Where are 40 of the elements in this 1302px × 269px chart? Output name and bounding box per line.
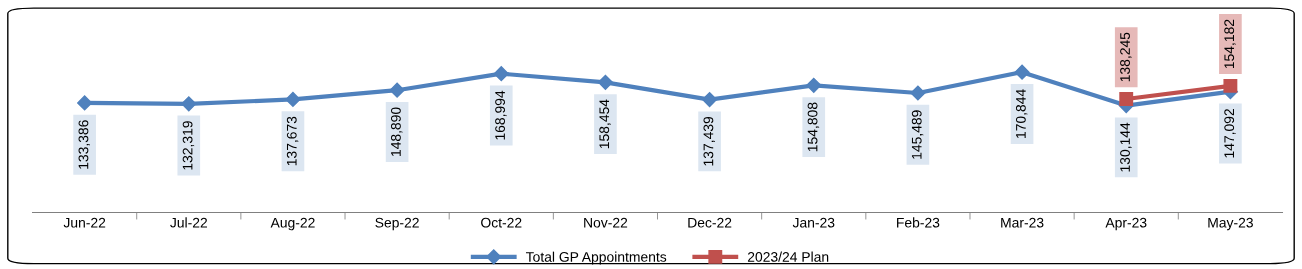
point — [285, 91, 301, 107]
x-tick-label: Apr-23 — [1105, 217, 1147, 231]
data-label: 145,489 — [911, 110, 924, 159]
x-tick-label: Sep-22 — [375, 217, 419, 231]
x-tick-label: Jan-23 — [792, 217, 835, 228]
data-label: 137,673 — [286, 116, 299, 166]
legend-label: Total GP Appointments — [525, 251, 667, 265]
data-label: 158,454 — [599, 99, 611, 149]
x-tick-label: Oct-22 — [481, 217, 522, 228]
data-label: 147,092 — [1224, 109, 1236, 158]
point — [1014, 64, 1030, 80]
point — [597, 74, 614, 90]
x-tick-label: Jul-22 — [170, 217, 208, 228]
point — [910, 85, 926, 101]
point — [1223, 78, 1238, 93]
data-label: 168,994 — [495, 90, 507, 140]
point — [77, 95, 93, 111]
x-tick-label: May-23 — [1208, 217, 1253, 231]
data-label: 137,439 — [703, 116, 715, 166]
data-label: 154,182 — [1224, 19, 1236, 69]
x-tick-label: Nov-22 — [584, 217, 628, 228]
x-tick-label: Mar-23 — [1001, 217, 1044, 228]
data-label: 132,319 — [182, 121, 195, 170]
legend-label: 2023/24 Plan — [747, 251, 829, 262]
data-label: 154,808 — [807, 102, 820, 152]
x-tick-label: Aug-22 — [270, 217, 315, 231]
data-label: 148,890 — [391, 107, 403, 156]
point — [702, 92, 718, 108]
data-label: 170,844 — [1015, 89, 1028, 138]
data-label: 133,386 — [78, 120, 90, 169]
x-tick-label: Jun-22 — [63, 217, 106, 228]
point — [181, 96, 197, 112]
data-label: 138,245 — [1120, 32, 1132, 82]
point — [389, 82, 405, 98]
point — [1119, 91, 1134, 106]
data-label: 130,144 — [1120, 122, 1132, 172]
point — [806, 77, 822, 93]
point — [493, 66, 509, 82]
x-tick-label: Dec-22 — [688, 217, 732, 228]
x-tick-label: Feb-23 — [897, 217, 940, 228]
